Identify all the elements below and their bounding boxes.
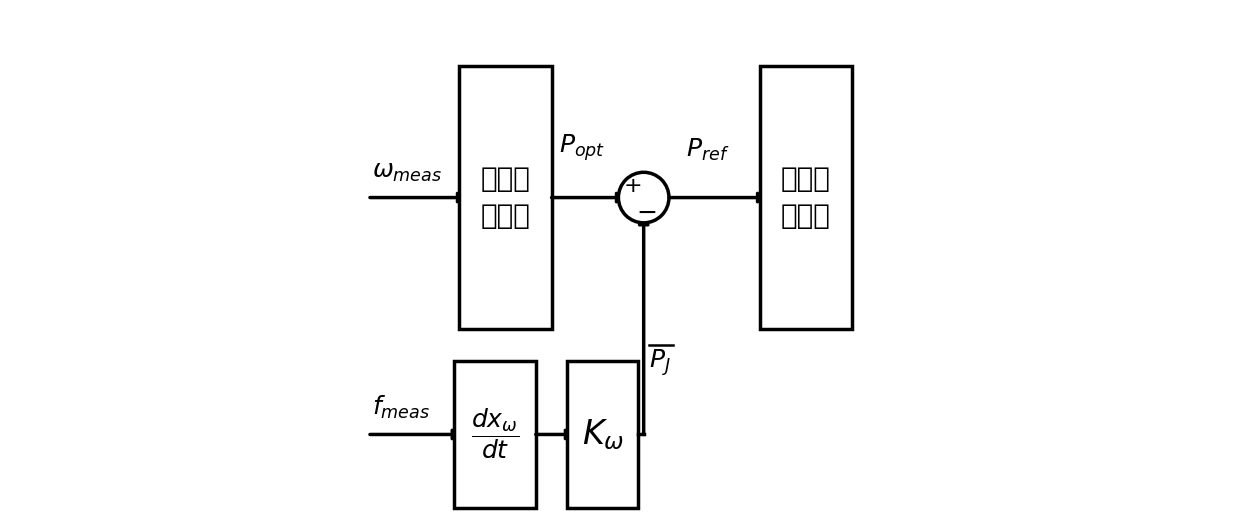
- Text: $P_{J}$: $P_{J}$: [649, 347, 671, 378]
- Text: $P_{ref}$: $P_{ref}$: [686, 137, 729, 163]
- Bar: [454, 361, 536, 508]
- Text: 转子侧
变频器: 转子侧 变频器: [781, 165, 831, 230]
- Text: $\dfrac{dx_{\omega}}{dt}$: $\dfrac{dx_{\omega}}{dt}$: [471, 408, 520, 461]
- Text: $P_{opt}$: $P_{opt}$: [559, 132, 606, 163]
- Bar: [460, 66, 552, 329]
- Circle shape: [619, 172, 668, 223]
- Text: $\omega_{meas}$: $\omega_{meas}$: [372, 161, 441, 185]
- Text: 功率跟
踪模块: 功率跟 踪模块: [481, 165, 531, 230]
- Text: $-$: $-$: [636, 200, 656, 223]
- Text: $K_{\omega}$: $K_{\omega}$: [582, 417, 624, 452]
- Text: $f_{meas}$: $f_{meas}$: [372, 394, 429, 421]
- Text: $+$: $+$: [624, 176, 641, 196]
- Bar: [760, 66, 852, 329]
- Bar: [568, 361, 639, 508]
